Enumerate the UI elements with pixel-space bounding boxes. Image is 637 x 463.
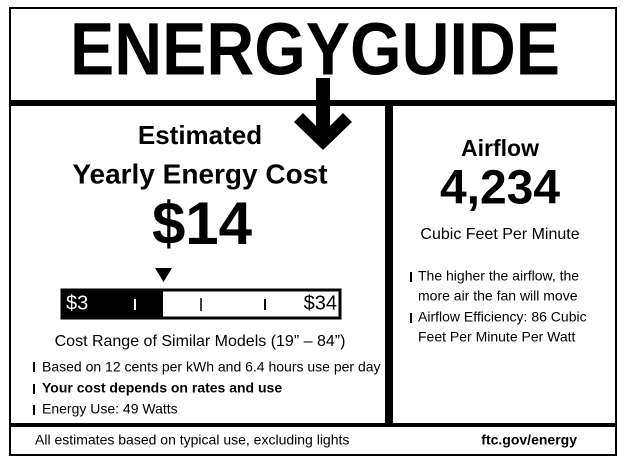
range-low: $3 <box>66 292 88 314</box>
range-caption: Cost Range of Similar Models (19” – 84”) <box>55 333 346 350</box>
note: Your cost depends on rates and use <box>42 380 282 396</box>
cost-heading: Estimated <box>138 120 262 150</box>
arrow <box>294 78 352 150</box>
note: Energy Use: 49 Watts <box>42 401 178 417</box>
footer-note: All estimates based on typical use, excl… <box>35 432 349 448</box>
bullet <box>410 313 412 323</box>
airflow-unit: Cubic Feet Per Minute <box>420 226 579 243</box>
airflow-note: The higher the airflow, the <box>418 268 579 284</box>
bullet <box>33 362 35 372</box>
range-high: $34 <box>304 292 337 314</box>
cost-notes: Based on 12 cents per kWh and 6.4 hours … <box>33 359 381 417</box>
footer-link: ftc.gov/energy <box>481 432 577 448</box>
airflow-note: Feet Per Minute Per Watt <box>418 329 576 345</box>
airflow-note: Airflow Efficiency: 86 Cubic <box>418 309 587 325</box>
cost-marker <box>155 268 172 282</box>
range-fill <box>62 290 163 318</box>
cost-heading: Yearly Energy Cost <box>72 158 327 189</box>
panel-divider <box>385 106 393 426</box>
bullet <box>33 405 35 415</box>
footer-rule <box>10 423 616 427</box>
bullet <box>410 272 412 282</box>
airflow-value: 4,234 <box>440 162 560 215</box>
airflow-note: more air the fan will move <box>418 288 578 304</box>
title: ENERGYGUIDE <box>70 8 560 91</box>
header-rule <box>10 100 616 106</box>
note: Based on 12 cents per kWh and 6.4 hours … <box>42 359 381 375</box>
airflow-heading: Airflow <box>461 135 539 161</box>
cost-value: $14 <box>152 190 253 257</box>
bullet <box>33 384 35 394</box>
outer-border <box>9 7 617 456</box>
